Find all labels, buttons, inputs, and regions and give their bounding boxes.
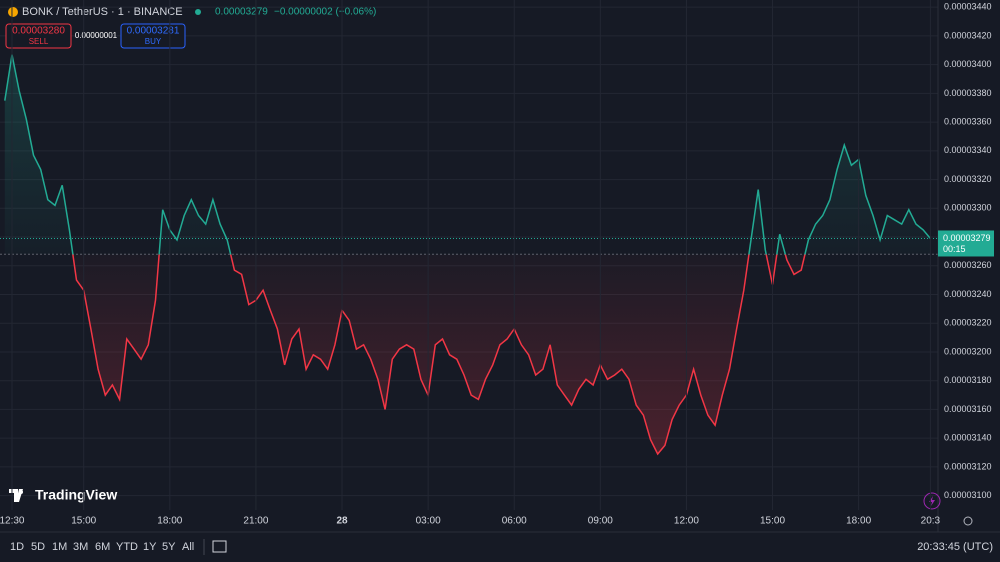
price-tag-price: 0.00003279 [943, 233, 991, 243]
y-tick-label: 0.00003120 [944, 461, 992, 471]
y-tick-label: 0.00003420 [944, 30, 992, 40]
symbol: BONK / TetherUS · 1 · BINANCE [22, 6, 183, 18]
range-button[interactable]: 6M [95, 541, 110, 553]
sell-label: SELL [29, 37, 49, 46]
x-tick-label: 15:00 [760, 516, 785, 527]
sell-price: 0.00003280 [12, 26, 65, 37]
y-tick-label: 0.00003240 [944, 289, 992, 299]
range-button[interactable]: YTD [116, 541, 138, 553]
range-button[interactable]: 1M [52, 541, 67, 553]
y-tick-label: 0.00003160 [944, 404, 992, 414]
y-tick-label: 0.00003220 [944, 318, 992, 328]
x-tick-label: 12:00 [674, 516, 699, 527]
x-tick-label: 18:00 [157, 516, 182, 527]
x-tick-label: 12:30 [0, 516, 25, 527]
x-tick-label: 18:00 [846, 516, 871, 527]
y-tick-label: 0.00003400 [944, 59, 992, 69]
calendar-icon[interactable] [212, 540, 227, 553]
y-tick-label: 0.00003320 [944, 174, 992, 184]
sell-button[interactable] [5, 23, 72, 49]
y-tick-label: 0.00003200 [944, 346, 992, 356]
buy-label: BUY [145, 37, 162, 46]
price-line [4, 54, 931, 456]
y-tick-label: 0.00003440 [944, 2, 992, 12]
x-tick-label: 15:00 [71, 516, 96, 527]
alert-icon[interactable] [923, 492, 941, 510]
x-tick-label: 20:3 [921, 516, 941, 527]
logo: TradingView [35, 487, 117, 503]
baseline-area [4, 54, 931, 454]
change: −0.00000002 (−0.06%) [274, 7, 376, 18]
y-tick-label: 0.00003380 [944, 88, 992, 98]
alert-bolt [929, 496, 935, 506]
y-tick-label: 0.00003140 [944, 433, 992, 443]
settings-icon[interactable] [963, 516, 973, 526]
x-tick-label: 03:00 [416, 516, 441, 527]
range-button[interactable]: 3M [73, 541, 88, 553]
x-tick-label: 21:00 [243, 516, 268, 527]
buy-price: 0.00003281 [127, 26, 180, 37]
logo-dot [19, 490, 23, 494]
clock: 20:33:45 (UTC) [917, 541, 993, 553]
range-button[interactable]: 1Y [143, 541, 157, 553]
range-button[interactable]: 5Y [162, 541, 176, 553]
y-tick-label: 0.00003100 [944, 490, 992, 500]
y-tick-label: 0.00003260 [944, 260, 992, 270]
buy-button[interactable] [120, 23, 186, 49]
y-tick-label: 0.00003340 [944, 145, 992, 155]
status-dot [195, 9, 201, 15]
range-button[interactable]: 5D [31, 541, 45, 553]
x-tick-label: 09:00 [588, 516, 613, 527]
range-button[interactable]: 1D [10, 541, 24, 553]
spread: 0.00000001 [75, 31, 118, 40]
y-tick-label: 0.00003360 [944, 116, 992, 126]
price-tag-countdown: 00:15 [943, 244, 966, 254]
price-tag [938, 230, 994, 257]
x-tick-label: 06:00 [502, 516, 527, 527]
last-price: 0.00003279 [215, 7, 268, 18]
y-tick-label: 0.00003300 [944, 203, 992, 213]
range-button[interactable]: All [182, 541, 194, 553]
coin-icon [8, 7, 18, 17]
y-tick-label: 0.00003180 [944, 375, 992, 385]
x-tick-label: 28 [336, 516, 348, 527]
